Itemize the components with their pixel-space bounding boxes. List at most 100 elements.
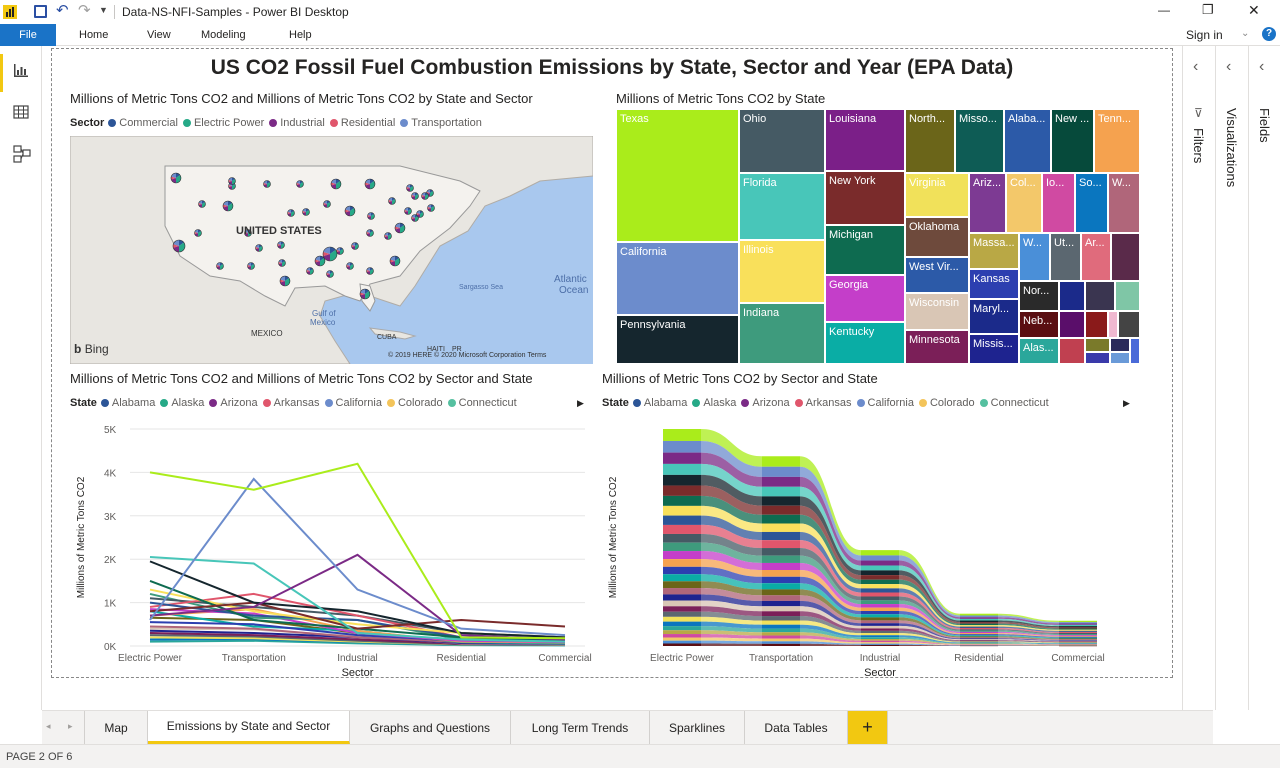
ribbon-connector[interactable] bbox=[701, 429, 762, 467]
legend-item-california[interactable]: California bbox=[324, 397, 382, 409]
treemap-tile[interactable]: Texas bbox=[616, 109, 739, 242]
ribbon-segment[interactable] bbox=[762, 616, 800, 621]
ribbon-connector[interactable] bbox=[998, 642, 1059, 644]
ribbon-segment[interactable] bbox=[861, 643, 899, 645]
ribbon-segment[interactable] bbox=[762, 456, 800, 467]
ribbon-connector[interactable] bbox=[701, 600, 762, 612]
ribbon-segment[interactable] bbox=[960, 618, 998, 621]
pie-marker[interactable] bbox=[278, 259, 286, 267]
tab-scroll-left-icon[interactable]: ◂ bbox=[46, 721, 51, 731]
ribbon-segment[interactable] bbox=[960, 643, 998, 644]
model-view-icon[interactable] bbox=[13, 145, 31, 163]
ribbon-connector[interactable] bbox=[800, 496, 861, 576]
tab-long-term-trends[interactable]: Long Term Trends bbox=[511, 711, 650, 744]
series-line[interactable] bbox=[149, 556, 566, 643]
ribbon-connector[interactable] bbox=[998, 644, 1059, 646]
treemap-tile[interactable]: So... bbox=[1075, 173, 1108, 233]
legend-item-alaska[interactable]: Alaska bbox=[692, 397, 736, 409]
ribbon-connector[interactable] bbox=[800, 600, 861, 626]
sign-in-link[interactable]: Sign in bbox=[1186, 28, 1223, 42]
ribbon-connector[interactable] bbox=[701, 566, 762, 584]
ribbon-connector[interactable] bbox=[800, 595, 861, 624]
pie-marker[interactable] bbox=[427, 204, 435, 212]
ribbon-segment[interactable] bbox=[762, 628, 800, 633]
pie-marker[interactable] bbox=[366, 229, 374, 237]
ribbon-segment[interactable] bbox=[1059, 640, 1097, 641]
ribbon-connector[interactable] bbox=[998, 635, 1059, 639]
treemap-tile[interactable]: Virginia bbox=[905, 173, 969, 217]
ribbon-segment[interactable] bbox=[663, 533, 701, 543]
legend-item-residential[interactable]: Residential bbox=[329, 117, 395, 129]
ribbon-segment[interactable] bbox=[960, 640, 998, 642]
ribbon-segment[interactable] bbox=[960, 625, 998, 627]
legend-item-transportation[interactable]: Transportation bbox=[400, 117, 482, 129]
series-line[interactable] bbox=[149, 601, 566, 630]
ribbon-segment[interactable] bbox=[960, 630, 998, 632]
chevron-down-icon[interactable]: ⌄ bbox=[1241, 28, 1250, 39]
legend-item-california[interactable]: California bbox=[856, 397, 914, 409]
treemap-tile[interactable]: Ar... bbox=[1081, 233, 1111, 281]
ribbon-connector[interactable] bbox=[998, 637, 1059, 641]
ribbon-segment[interactable] bbox=[762, 632, 800, 636]
pie-marker[interactable] bbox=[351, 242, 359, 250]
ribbon-segment[interactable] bbox=[861, 620, 899, 624]
series-line[interactable] bbox=[149, 560, 566, 639]
treemap-tile[interactable]: Louisiana bbox=[825, 109, 905, 171]
ribbon-connector[interactable] bbox=[701, 485, 762, 515]
ribbon-segment[interactable] bbox=[861, 630, 899, 634]
ribbon-segment[interactable] bbox=[960, 613, 998, 616]
ribbon-segment[interactable] bbox=[1059, 645, 1097, 646]
treemap-tile[interactable]: Florida bbox=[739, 173, 825, 240]
visualizations-pane-label[interactable]: Visualizations bbox=[1224, 108, 1239, 188]
ribbon-connector[interactable] bbox=[701, 542, 762, 563]
ribbon-connector[interactable] bbox=[800, 505, 861, 580]
ribbon-segment[interactable] bbox=[663, 606, 701, 612]
pie-marker[interactable] bbox=[406, 184, 414, 192]
ribbon-segment[interactable] bbox=[960, 623, 998, 626]
ribbon-connector[interactable] bbox=[701, 588, 762, 601]
treemap-tile[interactable]: West Vir... bbox=[905, 257, 969, 293]
pie-marker[interactable] bbox=[322, 246, 338, 262]
ribbon-segment[interactable] bbox=[663, 643, 701, 646]
ribbon-connector[interactable] bbox=[899, 620, 960, 639]
ribbon-segment[interactable] bbox=[1059, 629, 1097, 631]
pie-marker[interactable] bbox=[255, 244, 263, 252]
legend-item-alabama[interactable]: Alabama bbox=[632, 397, 687, 409]
ribbon-segment[interactable] bbox=[1059, 624, 1097, 627]
help-icon[interactable]: ? bbox=[1262, 27, 1276, 41]
ribbon-segment[interactable] bbox=[663, 463, 701, 475]
line-chart[interactable]: 0K 1K 2K 3K 4K 5K Electric Power Transportation… bbox=[70, 414, 600, 676]
ribbon-connector[interactable] bbox=[800, 611, 861, 631]
ribbon-segment[interactable] bbox=[861, 617, 899, 621]
ribbon-segment[interactable] bbox=[762, 583, 800, 590]
ribbon-connector[interactable] bbox=[899, 607, 960, 635]
ribbon-segment[interactable] bbox=[1059, 626, 1097, 628]
ribbon-segment[interactable] bbox=[1059, 637, 1097, 639]
ribbon-segment[interactable] bbox=[762, 600, 800, 607]
ribbon-segment[interactable] bbox=[762, 505, 800, 515]
ribbon-segment[interactable] bbox=[960, 644, 998, 646]
legend-item-electric-power[interactable]: Electric Power bbox=[182, 117, 264, 129]
ribbon-connector[interactable] bbox=[899, 643, 960, 646]
ribbon-segment[interactable] bbox=[1059, 639, 1097, 641]
treemap-tile[interactable]: Neb... bbox=[1019, 311, 1059, 338]
ribbon-segment[interactable] bbox=[861, 596, 899, 601]
treemap-tile[interactable]: Oklahoma bbox=[905, 217, 969, 257]
ribbon-segment[interactable] bbox=[663, 495, 701, 506]
ribbon-segment[interactable] bbox=[960, 633, 998, 635]
ribbon-segment[interactable] bbox=[960, 644, 998, 645]
ribbon-segment[interactable] bbox=[960, 629, 998, 631]
ribbon-connector[interactable] bbox=[998, 640, 1059, 643]
ribbon-connector[interactable] bbox=[899, 596, 960, 631]
minimize-button[interactable]: — bbox=[1158, 3, 1170, 17]
ribbon-segment[interactable] bbox=[861, 570, 899, 576]
treemap-tile[interactable] bbox=[1111, 233, 1140, 281]
ribbon-connector[interactable] bbox=[800, 476, 861, 566]
ribbon-connector[interactable] bbox=[701, 524, 762, 549]
ribbon-segment[interactable] bbox=[861, 611, 899, 615]
ribbon-connector[interactable] bbox=[800, 540, 861, 597]
ribbon-connector[interactable] bbox=[899, 614, 960, 637]
ribbon-segment[interactable] bbox=[663, 637, 701, 641]
chevron-left-icon[interactable]: ‹ bbox=[1193, 58, 1199, 75]
treemap-tile[interactable]: California bbox=[616, 242, 739, 315]
